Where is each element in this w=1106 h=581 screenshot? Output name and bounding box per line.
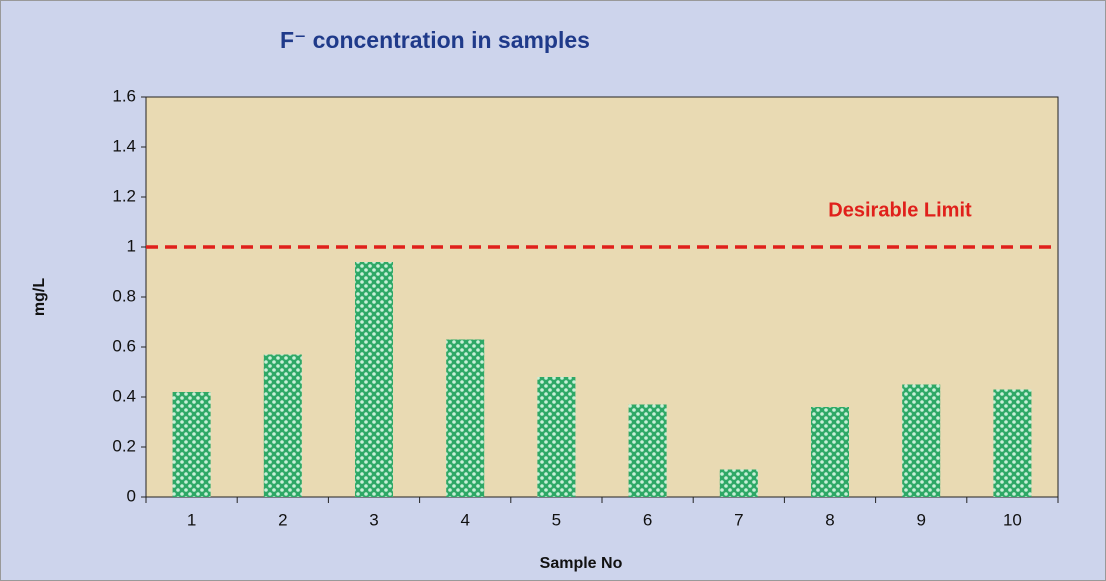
- bar: [719, 469, 758, 497]
- bar: [355, 262, 393, 497]
- x-tick-label: 2: [278, 510, 287, 529]
- x-tick-label: 5: [552, 510, 561, 529]
- bar: [628, 404, 667, 497]
- x-tick-label: 8: [825, 510, 834, 529]
- y-tick-label: 1.2: [112, 186, 136, 205]
- y-tick-label: 0.6: [112, 336, 136, 355]
- y-tick-label: 0.4: [112, 386, 136, 405]
- x-tick-label: 10: [1003, 510, 1022, 529]
- reference-label: Desirable Limit: [828, 199, 972, 221]
- x-tick-label: 7: [734, 510, 743, 529]
- chart-title: F⁻ concentration in samples: [280, 27, 590, 53]
- x-tick-label: 1: [187, 510, 196, 529]
- x-tick-label: 3: [369, 510, 378, 529]
- y-tick-label: 1.6: [112, 86, 136, 105]
- x-tick-label: 6: [643, 510, 652, 529]
- bar: [811, 407, 849, 497]
- y-tick-label: 1.4: [112, 136, 136, 155]
- x-tick-label: 9: [916, 510, 925, 529]
- bar: [537, 377, 576, 497]
- y-tick-label: 0: [127, 486, 136, 505]
- y-tick-label: 0.2: [112, 436, 136, 455]
- x-axis-label: Sample No: [540, 555, 623, 572]
- y-tick-label: 1: [127, 236, 136, 255]
- bar: [263, 354, 302, 497]
- x-tick-label: 4: [460, 510, 469, 529]
- y-axis-label: mg/L: [31, 278, 48, 316]
- bar: [446, 339, 485, 497]
- bar: [902, 384, 941, 497]
- y-tick-label: 0.8: [112, 286, 136, 305]
- bar: [172, 392, 211, 497]
- bar: [993, 389, 1032, 497]
